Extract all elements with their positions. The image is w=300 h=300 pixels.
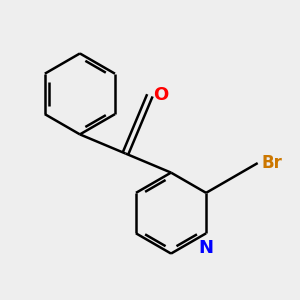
Text: O: O [153, 86, 169, 104]
Text: N: N [199, 239, 214, 257]
Text: Br: Br [261, 154, 282, 172]
